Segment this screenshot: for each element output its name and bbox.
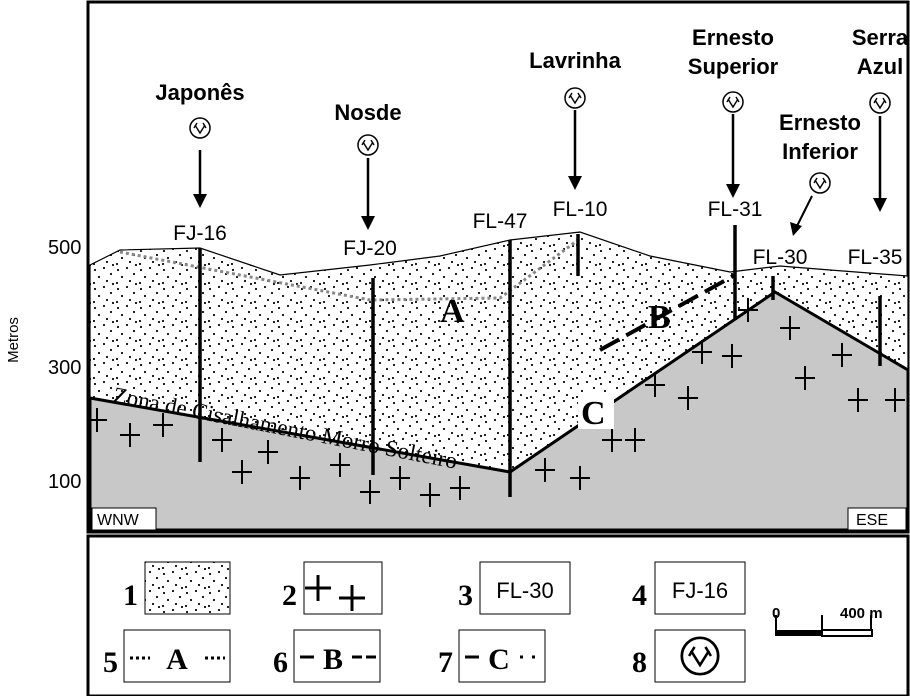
mine-label: Lavrinha — [529, 48, 621, 73]
mine-label: Ernesto — [692, 25, 774, 50]
legend: 1 2 3 FL-30 4 FJ-16 0 400 m 5 A 6 B 7 C … — [88, 536, 908, 696]
drill-label: FL-10 — [553, 198, 608, 221]
drill-label: FL-35 — [848, 246, 903, 269]
legend-text: A — [166, 643, 188, 676]
elevation-label: 300 — [48, 357, 81, 379]
marker-b: B — [648, 299, 671, 336]
drill-label: FL-30 — [753, 246, 808, 269]
drill-label: FL-31 — [708, 198, 763, 221]
elevation-label: 100 — [48, 471, 81, 493]
marker-a: A — [440, 293, 465, 330]
section: Japonês Nosde Lavrinha Ernesto Superior Ernes… — [5, 2, 909, 532]
mine-label: Azul — [857, 54, 903, 79]
axis-title: Metros — [5, 317, 22, 363]
mine-label: Superior — [688, 54, 779, 79]
orientation-right: ESE — [856, 512, 888, 529]
legend-number: 3 — [458, 579, 473, 612]
mine-label: Inferior — [782, 139, 858, 164]
mine-label: Nosde — [334, 100, 401, 125]
figure: Japonês Nosde Lavrinha Ernesto Superior Ernes… — [0, 0, 910, 696]
legend-text: FL-30 — [496, 578, 553, 603]
drill-label: FJ-20 — [343, 237, 397, 260]
legend-number: 2 — [282, 579, 297, 612]
orientation-left: WNW — [97, 512, 140, 529]
legend-text: C — [488, 643, 510, 676]
elevation-label: 500 — [48, 237, 81, 259]
drill-label: FL-47 — [473, 210, 528, 233]
scale-start: 0 — [772, 605, 780, 622]
legend-number: 5 — [103, 646, 118, 679]
mine-label: Serra — [852, 25, 909, 50]
mine-label: Japonês — [155, 80, 244, 105]
legend-text: B — [323, 643, 343, 676]
marker-c: C — [581, 395, 606, 432]
scale-end: 400 m — [840, 605, 883, 622]
legend-number: 8 — [632, 646, 647, 679]
drill-label: FJ-16 — [173, 222, 227, 245]
legend-text: FJ-16 — [672, 578, 728, 603]
legend-number: 4 — [632, 579, 647, 612]
mine-label: Ernesto — [779, 110, 861, 135]
legend-number: 6 — [273, 646, 288, 679]
legend-number: 7 — [438, 646, 453, 679]
legend-number: 1 — [123, 579, 138, 612]
